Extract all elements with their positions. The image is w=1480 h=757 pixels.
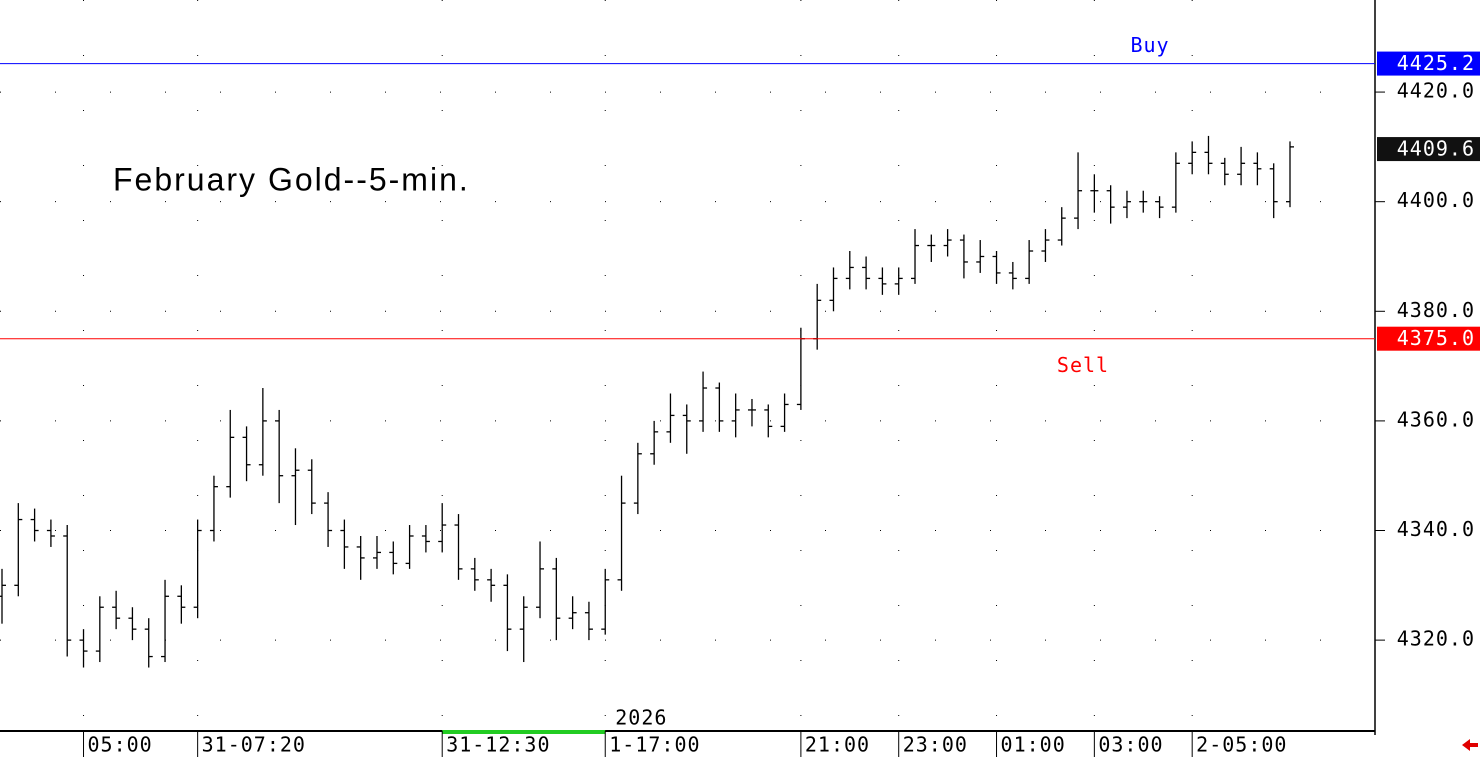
session-highlight [442,730,606,734]
x-tick-label: 2-05:00 [1196,733,1287,757]
chart-title: February Gold--5-min. [113,161,470,197]
x-tick-label: 01:00 [1001,733,1066,757]
level-label: 4425.2 [1397,51,1475,75]
level-label: 4375.0 [1397,326,1475,350]
x-tick-label: 21:00 [805,733,870,757]
y-tick-label: 4420.0 [1397,79,1475,103]
x-tick-label: 31-12:30 [446,733,550,757]
level-name: Buy [1130,33,1169,57]
level-tag [1377,51,1480,76]
y-tick-label: 4340.0 [1397,517,1475,541]
last-price-tag [1377,137,1480,162]
level-tag [1377,326,1480,351]
y-tick-label: 4400.0 [1397,188,1475,212]
y-tick-label: 4320.0 [1397,627,1475,651]
y-tick-label: 4380.0 [1397,298,1475,322]
last-price-label: 4409.6 [1397,137,1475,161]
x-tick-label: 1-17:00 [609,733,700,757]
y-tick-label: 4360.0 [1397,407,1475,431]
year-label: 2026 [615,706,667,730]
scroll-arrow[interactable] [1462,739,1478,751]
x-tick-label: 05:00 [88,733,153,757]
x-tick-label: 31-07:20 [202,733,306,757]
x-tick-label: 23:00 [903,733,968,757]
x-tick-label: 03:00 [1098,733,1163,757]
level-name: Sell [1057,353,1109,377]
